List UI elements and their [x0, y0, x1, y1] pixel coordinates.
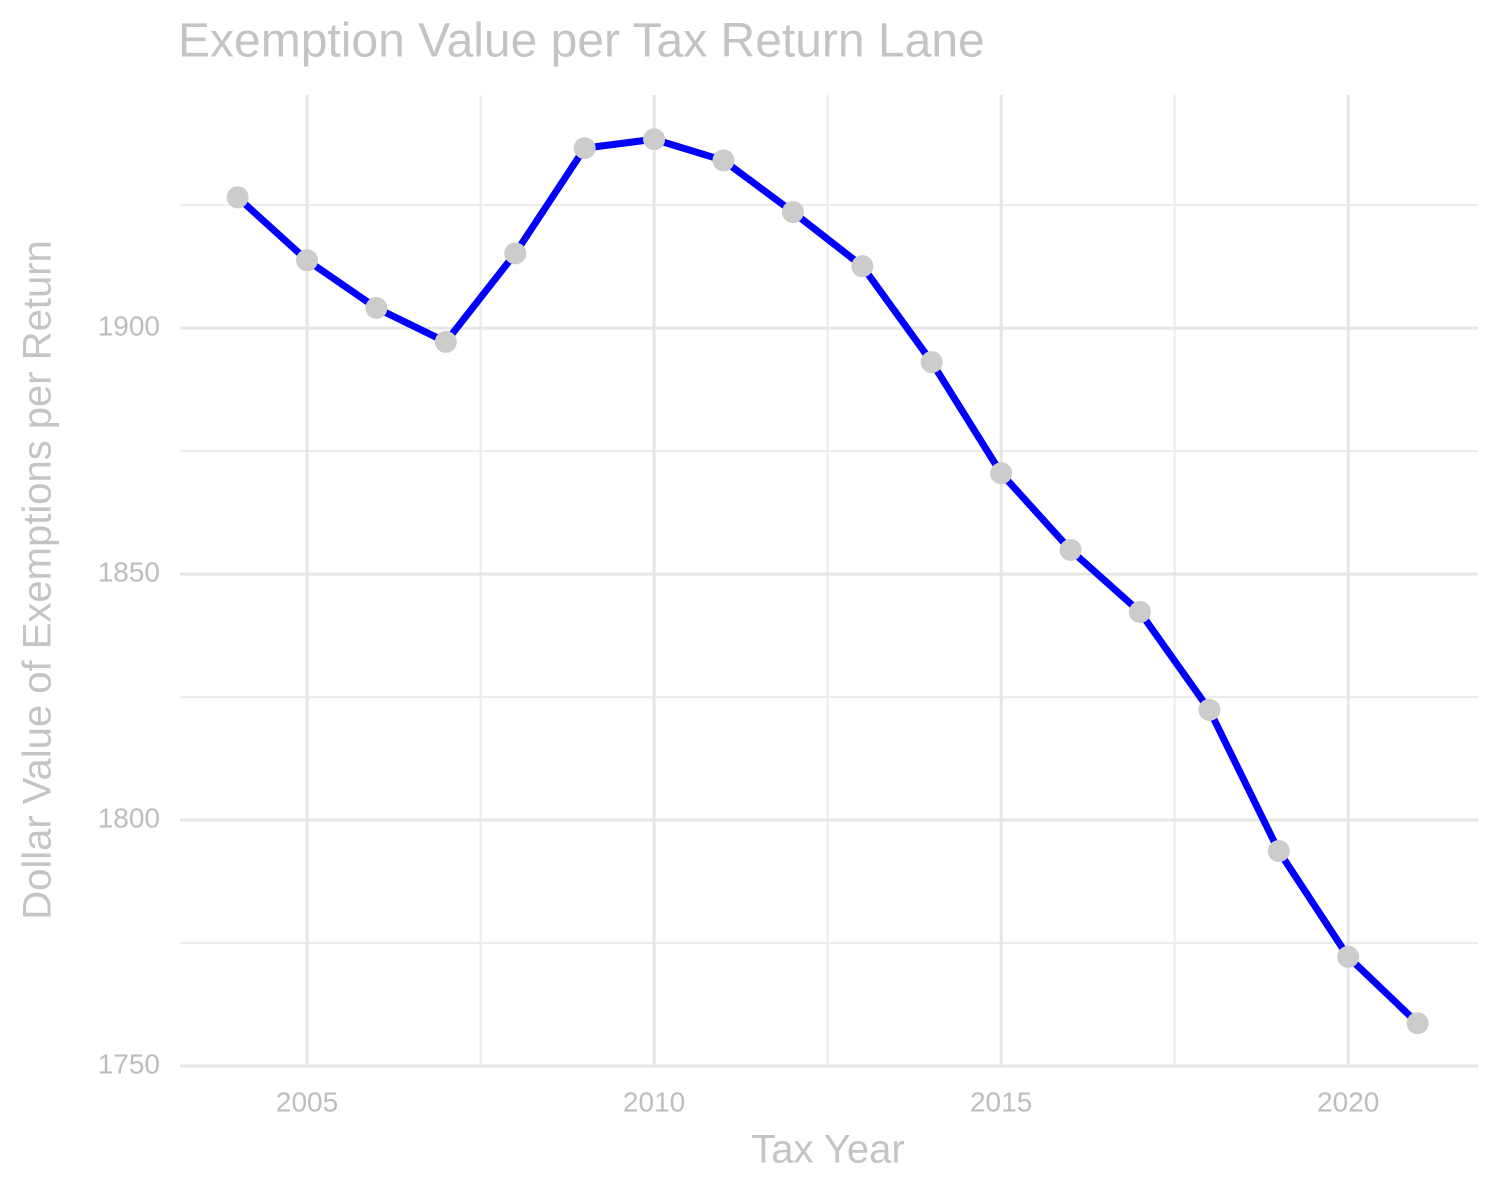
point	[434, 330, 457, 353]
x-axis-title: Tax Year	[751, 1128, 904, 1172]
y-tick-label: 1850	[98, 556, 160, 587]
point	[296, 249, 319, 272]
point	[712, 149, 735, 172]
y-axis-title: Dollar Value of Exemptions per Return	[16, 240, 60, 920]
point	[920, 351, 943, 374]
point	[365, 296, 388, 319]
line	[235, 135, 1421, 1026]
x-tick-label: 2005	[276, 1086, 338, 1117]
point	[573, 137, 596, 160]
point	[1128, 600, 1151, 623]
y-tick-label: 1750	[98, 1048, 160, 1079]
chart-title: Exemption Value per Tax Return Lane	[178, 15, 985, 68]
point	[1198, 698, 1221, 721]
point	[990, 462, 1013, 485]
point	[1059, 539, 1082, 562]
point	[781, 201, 804, 224]
marks	[226, 128, 1429, 1035]
x-tick-label: 2020	[1317, 1086, 1379, 1117]
y-tick-label: 1900	[98, 311, 160, 342]
x-tick-label: 2010	[623, 1086, 685, 1117]
point	[504, 242, 527, 265]
point	[1267, 840, 1290, 863]
point	[226, 186, 249, 209]
y-tick-label: 1800	[98, 802, 160, 833]
point	[643, 128, 666, 151]
point	[1406, 1012, 1429, 1035]
x-tick-label: 2015	[970, 1086, 1032, 1117]
point	[1337, 945, 1360, 968]
point	[851, 255, 874, 278]
